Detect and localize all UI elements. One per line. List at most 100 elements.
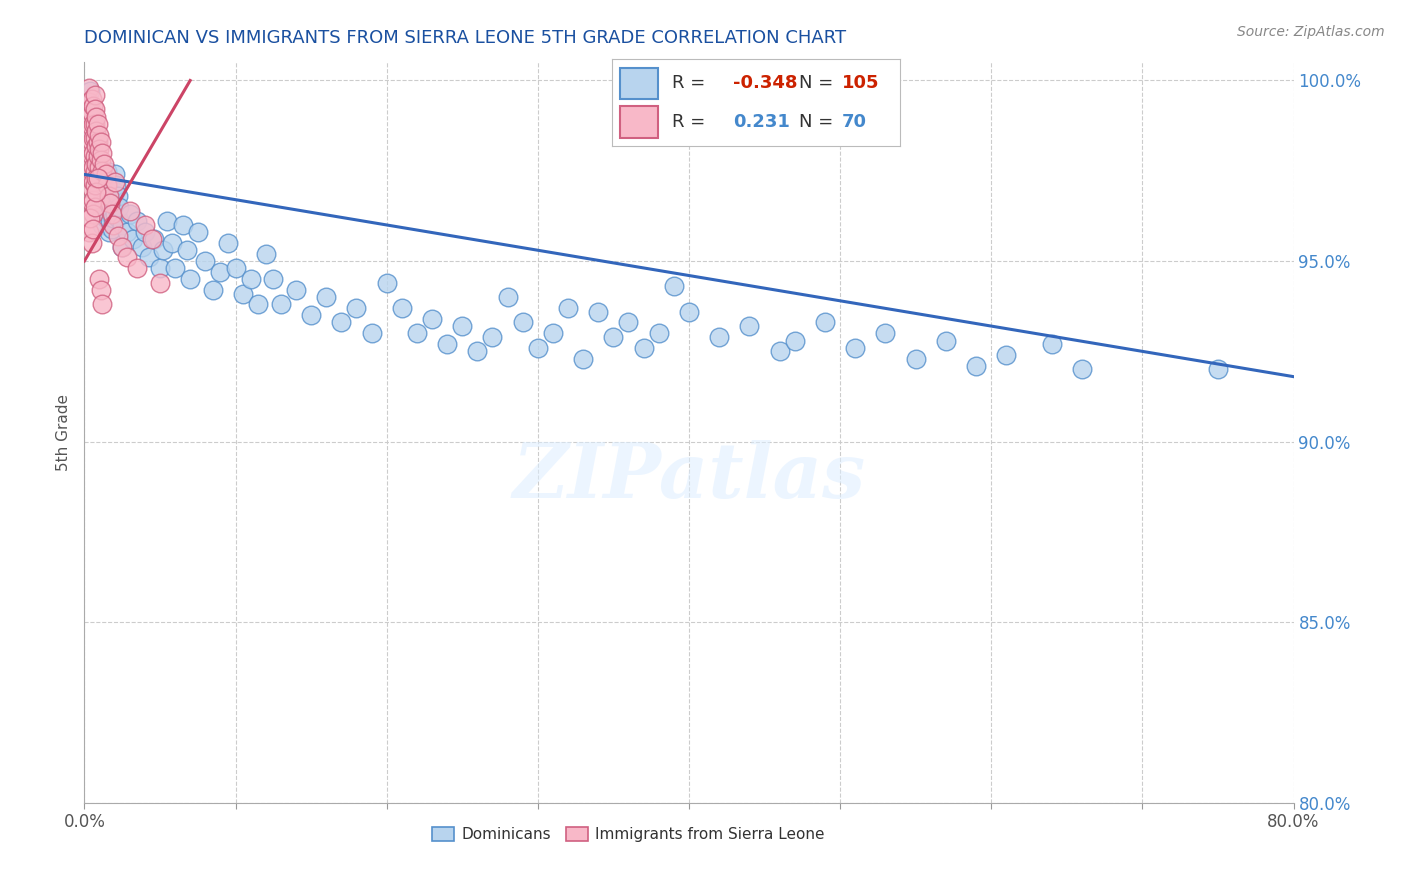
Point: [467, 344, 489, 359]
Point: [100, 182, 122, 196]
Point: [149, 261, 172, 276]
Point: [80, 163, 103, 178]
Point: [100, 203, 122, 218]
Point: [105, 200, 128, 214]
Point: [91, 297, 114, 311]
Text: ZIPatlas: ZIPatlas: [512, 440, 866, 514]
Point: [82, 117, 104, 131]
Text: N =: N =: [799, 74, 834, 93]
Point: [90, 135, 112, 149]
Point: [115, 251, 138, 265]
Point: [79, 168, 101, 182]
Point: [82, 193, 104, 207]
Point: [80, 91, 103, 105]
Point: [86, 171, 108, 186]
Point: [97, 225, 120, 239]
Point: [285, 283, 308, 297]
Point: [82, 99, 104, 113]
Point: [1206, 362, 1229, 376]
Point: [179, 272, 201, 286]
Point: [127, 214, 149, 228]
Point: [80, 182, 103, 196]
Text: -0.348: -0.348: [733, 74, 797, 93]
Point: [904, 351, 927, 366]
Point: [738, 319, 761, 334]
Point: [299, 308, 322, 322]
Point: [98, 196, 121, 211]
Point: [420, 311, 443, 326]
Text: 105: 105: [842, 74, 880, 93]
Point: [84, 149, 107, 163]
Point: [84, 87, 107, 102]
Point: [1071, 362, 1094, 376]
Point: [84, 200, 107, 214]
Point: [84, 131, 107, 145]
Point: [360, 326, 382, 341]
Point: [346, 301, 368, 315]
Text: Source: ZipAtlas.com: Source: ZipAtlas.com: [1237, 25, 1385, 39]
Point: [111, 218, 134, 232]
Point: [496, 290, 519, 304]
Point: [82, 128, 104, 142]
Point: [80, 135, 103, 149]
Point: [93, 156, 115, 170]
Point: [115, 225, 138, 239]
Point: [176, 244, 198, 258]
Point: [152, 244, 174, 258]
Point: [557, 301, 579, 315]
Point: [84, 163, 107, 178]
Point: [87, 171, 110, 186]
Point: [89, 128, 111, 142]
Point: [79, 211, 101, 225]
Point: [527, 341, 550, 355]
Point: [86, 110, 108, 124]
Point: [330, 316, 353, 330]
Point: [118, 203, 141, 218]
Point: [79, 110, 101, 124]
Point: [93, 200, 115, 214]
Point: [98, 175, 121, 189]
Point: [232, 286, 254, 301]
Point: [138, 251, 160, 265]
Point: [451, 319, 474, 334]
Text: N =: N =: [799, 112, 834, 131]
Point: [187, 225, 209, 239]
Point: [172, 218, 194, 232]
Point: [107, 211, 129, 225]
Point: [141, 232, 163, 246]
Point: [87, 149, 110, 163]
Point: [406, 326, 429, 341]
Point: [91, 145, 114, 160]
Point: [100, 207, 122, 221]
Point: [783, 334, 806, 348]
Point: [91, 163, 114, 178]
Point: [165, 261, 187, 276]
Point: [194, 254, 217, 268]
Point: [315, 290, 337, 304]
Point: [107, 189, 129, 203]
Point: [142, 232, 165, 246]
Point: [94, 211, 117, 225]
Point: [98, 196, 121, 211]
Point: [201, 283, 224, 297]
Point: [101, 193, 124, 207]
Point: [77, 80, 100, 95]
Point: [149, 276, 172, 290]
Text: 70: 70: [842, 112, 868, 131]
Point: [87, 175, 110, 189]
Text: R =: R =: [672, 74, 706, 93]
Point: [262, 272, 284, 286]
Point: [77, 225, 100, 239]
Point: [391, 301, 413, 315]
Point: [84, 117, 107, 131]
Point: [91, 218, 114, 232]
Point: [633, 341, 655, 355]
FancyBboxPatch shape: [620, 106, 658, 137]
Point: [89, 160, 111, 174]
Text: DOMINICAN VS IMMIGRANTS FROM SIERRA LEONE 5TH GRADE CORRELATION CHART: DOMINICAN VS IMMIGRANTS FROM SIERRA LEON…: [84, 29, 846, 47]
Point: [844, 341, 866, 355]
Point: [239, 272, 262, 286]
Point: [111, 239, 134, 253]
FancyBboxPatch shape: [620, 68, 658, 99]
Point: [156, 214, 179, 228]
